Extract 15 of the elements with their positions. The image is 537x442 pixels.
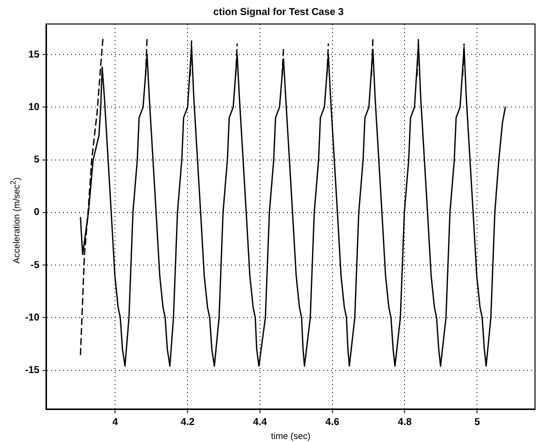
x-axis-title: time (sec) (270, 431, 310, 442)
x-tick-label: 5 (474, 416, 480, 428)
y-tick-label: 10 (28, 102, 40, 113)
y-tick-label: 5 (34, 154, 40, 166)
y-tick-label: -15 (25, 365, 40, 376)
chart-title: ction Signal for Test Case 3 (213, 6, 344, 18)
x-tick-label: 4.4 (253, 416, 268, 428)
x-tick-label: 4 (112, 416, 118, 428)
x-tick-label: 4.2 (180, 416, 195, 428)
y-tick-label: -5 (30, 260, 40, 271)
x-tick-label: 4.8 (398, 416, 412, 428)
y-tick-label: -10 (25, 312, 40, 324)
y-tick-label: 0 (34, 207, 40, 218)
y-tick-label: 15 (28, 49, 40, 60)
x-tick-label: 4.6 (325, 416, 340, 428)
